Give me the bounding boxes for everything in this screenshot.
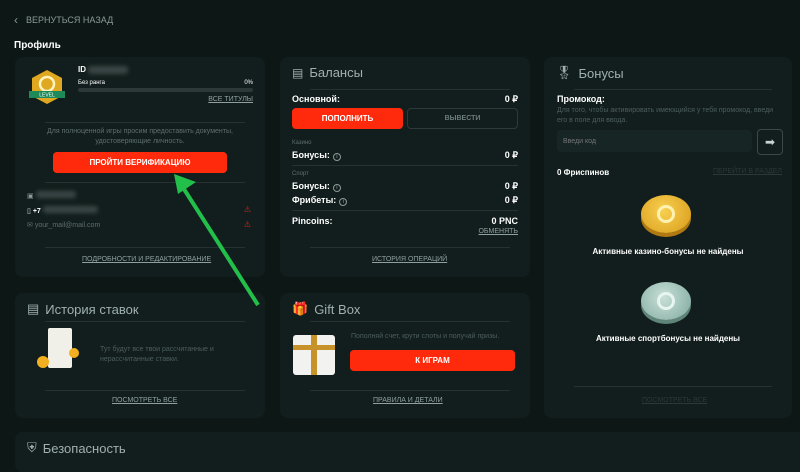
rules-link[interactable]: ПРАВИЛА И ДЕТАЛИ [373, 397, 443, 404]
arrow-right-icon: ➡ [764, 135, 776, 149]
withdraw-button[interactable]: ВЫВЕСТИ [407, 108, 518, 129]
email-row: ✉ your_mail@mail.com [27, 222, 101, 229]
chevron-left-icon: ‹ [14, 13, 18, 27]
promo-desc: Для того, чтобы активировать имеющийся у… [557, 107, 774, 124]
exchange-link[interactable]: ОБМЕНЯТЬ [478, 228, 518, 235]
receipt-illustration-icon [33, 328, 88, 376]
silver-coin-icon [641, 282, 691, 320]
profile-card: LEVEL ID Без ранга 0% ВСЕ ТИТУЛЫ Для пол… [15, 57, 265, 277]
bet-history-card: ▤ История ставок Тут будут все твои рассч… [15, 293, 265, 418]
shield-icon: ⛨ [27, 440, 37, 455]
user-id: ID [78, 65, 129, 74]
balances-card: ▤ Балансы Основной: 0 ₽ ПОПОЛНИТЬ ВЫВЕСТИ … [280, 57, 530, 277]
all-titles-link[interactable]: ВСЕ ТИТУЛЫ [208, 96, 253, 103]
warning-icon: ⚠ [243, 205, 251, 214]
rank-label: Без ранга [78, 80, 105, 86]
medal-icon: 🎖 [556, 65, 573, 80]
gift-box-illustration-icon [293, 335, 335, 375]
goto-section-link[interactable]: ПЕРЕЙТИ В РАЗДЕЛ [713, 168, 782, 175]
view-all-bonuses-link[interactable]: ПОСМОТРЕТЬ ВСЕ [642, 397, 708, 404]
sport-label: Спорт [292, 171, 309, 177]
user-icon: ▣ [27, 193, 34, 200]
warning-icon: ⚠ [243, 220, 251, 229]
back-link[interactable]: ‹ ВЕРНУТЬСЯ НАЗАД [14, 13, 114, 27]
badge-text: LEVEL [39, 93, 55, 99]
info-icon: i [332, 184, 341, 192]
receipt-icon: ▤ [27, 301, 40, 316]
bet-history-text: Тут будут все твои рассчитанные и нерасс… [100, 346, 214, 363]
rank-progress-bar [78, 88, 253, 92]
submit-promo-button[interactable]: ➡ [757, 129, 783, 155]
gold-coin-icon [641, 195, 691, 233]
freespins-count: 0 Фриспинов [557, 168, 610, 177]
deposit-button[interactable]: ПОПОЛНИТЬ [292, 108, 403, 129]
gift-icon: 🎁 [292, 301, 309, 316]
to-games-button[interactable]: К ИГРАМ [350, 350, 515, 371]
info-icon: i [332, 153, 341, 161]
promo-input[interactable] [557, 130, 752, 152]
casino-label: Казино [292, 140, 312, 146]
annotation-arrow [174, 174, 260, 307]
giftbox-text: Пополняй счет, крути слоты и получай при… [351, 333, 500, 340]
verify-button[interactable]: ПРОЙТИ ВЕРИФИКАЦИЮ [53, 152, 227, 173]
login-row: ▣ [27, 191, 76, 200]
giftbox-card: 🎁 Gift Box Пополняй счет, крути слоты и п… [280, 293, 530, 418]
casino-bonus-empty: Активные казино-бонусы не найдены [592, 247, 744, 256]
operations-history-link[interactable]: ИСТОРИЯ ОПЕРАЦИЙ [372, 256, 448, 263]
info-icon: i [339, 198, 348, 206]
phone-icon: ▯ [27, 208, 31, 215]
sport-bonus-empty: Активные спортбонусы не найдены [595, 334, 741, 343]
phone-row: ▯ +7 [27, 206, 98, 215]
view-all-bets-link[interactable]: ПОСМОТРЕТЬ ВСЕ [112, 397, 178, 404]
bonuses-card: 🎖 Бонусы Промокод: Для того, чтобы активи… [544, 57, 792, 418]
page-title: Профиль [14, 40, 61, 51]
verify-text: Для полноценной игры просим предоставить… [47, 128, 233, 145]
promo-label: Промокод: [557, 94, 605, 104]
rank-percent: 0% [244, 80, 253, 86]
level-badge-icon: LEVEL [29, 69, 65, 105]
details-link[interactable]: ПОДРОБНОСТИ И РЕДАКТИРОВАНИЕ [82, 256, 212, 263]
mail-icon: ✉ [27, 222, 33, 229]
wallet-icon: ▤ [292, 65, 304, 80]
